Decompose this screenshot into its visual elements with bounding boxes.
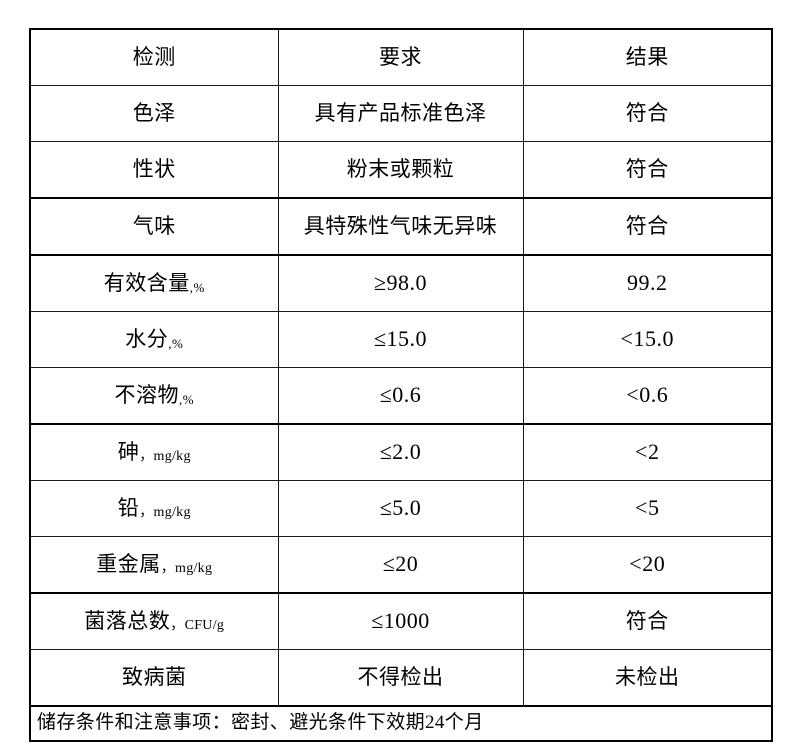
cell-requirement: ≤15.0: [277, 311, 524, 368]
cell-result: 符合: [522, 85, 773, 142]
cell-result: <20: [522, 536, 773, 594]
cell-item-unit: ，mg/kg: [139, 504, 191, 520]
cell-result: 99.2: [522, 254, 773, 312]
product-spec-table: 检测 要求 结果 色泽 具有产品标准色泽 符合 性状 粉末或颗粒 符合 气味 具…: [29, 28, 773, 742]
cell-item: 砷，mg/kg: [29, 423, 279, 481]
column-header-result: 结果: [522, 28, 773, 86]
cell-requirement: ≤1000: [277, 592, 524, 650]
cell-requirement: ≥98.0: [277, 254, 524, 312]
table-row: 重金属，mg/kg ≤20 <20: [29, 536, 773, 594]
column-header-item: 检测: [29, 28, 279, 86]
cell-item: 性状: [29, 141, 279, 199]
cell-item: 铅，mg/kg: [29, 480, 279, 537]
spec-table-container: 检测 要求 结果 色泽 具有产品标准色泽 符合 性状 粉末或颗粒 符合 气味 具…: [29, 28, 773, 742]
storage-conditions-note: 储存条件和注意事项：密封、避光条件下效期24个月: [29, 705, 773, 742]
cell-item: 气味: [29, 197, 279, 256]
cell-item-unit: ，mg/kg: [139, 448, 191, 464]
table-row: 色泽 具有产品标准色泽 符合: [29, 85, 773, 142]
cell-item: 致病菌: [29, 649, 279, 707]
cell-item: 色泽: [29, 85, 279, 142]
cell-item-unit: ,%: [168, 335, 184, 351]
cell-requirement: 不得检出: [277, 649, 524, 707]
table-row: 水分,% ≤15.0 <15.0: [29, 311, 773, 368]
table-header-row: 检测 要求 结果: [29, 28, 773, 86]
column-header-requirement: 要求: [277, 28, 524, 86]
cell-requirement: ≤5.0: [277, 480, 524, 537]
cell-result: <5: [522, 480, 773, 537]
table-row: 性状 粉末或颗粒 符合: [29, 141, 773, 199]
cell-item-unit: ,%: [178, 391, 195, 407]
table-row: 气味 具特殊性气味无异味 符合: [29, 197, 773, 256]
cell-item-unit: ，mg/kg: [160, 560, 213, 576]
table-row: 砷，mg/kg ≤2.0 <2: [29, 423, 773, 481]
cell-result: 符合: [522, 141, 773, 199]
spec-table-body: 检测 要求 结果 色泽 具有产品标准色泽 符合 性状 粉末或颗粒 符合 气味 具…: [29, 28, 773, 742]
cell-requirement: 粉末或颗粒: [277, 141, 524, 199]
table-row: 菌落总数，CFU/g ≤1000 符合: [29, 592, 773, 650]
cell-item: 不溶物,%: [29, 367, 279, 425]
cell-item-unit: ,%: [189, 279, 205, 295]
cell-item: 重金属，mg/kg: [29, 536, 279, 594]
cell-item: 水分,%: [29, 311, 279, 368]
cell-requirement: ≤20: [277, 536, 524, 594]
cell-item: 有效含量,%: [29, 254, 279, 312]
cell-result: <15.0: [522, 311, 773, 368]
cell-result: <0.6: [522, 367, 773, 425]
cell-result: <2: [522, 423, 773, 481]
cell-requirement: 具有产品标准色泽: [277, 85, 524, 142]
cell-item: 菌落总数，CFU/g: [29, 592, 279, 650]
table-row: 不溶物,% ≤0.6 <0.6: [29, 367, 773, 425]
cell-requirement: 具特殊性气味无异味: [277, 197, 524, 256]
table-footer-row: 储存条件和注意事项：密封、避光条件下效期24个月: [29, 705, 773, 742]
cell-requirement: ≤0.6: [277, 367, 524, 425]
cell-requirement: ≤2.0: [277, 423, 524, 481]
table-row: 有效含量,% ≥98.0 99.2: [29, 254, 773, 312]
cell-result: 符合: [522, 592, 773, 650]
table-row: 致病菌 不得检出 未检出: [29, 649, 773, 707]
cell-result: 未检出: [522, 649, 773, 707]
cell-result: 符合: [522, 197, 773, 256]
table-row: 铅，mg/kg ≤5.0 <5: [29, 480, 773, 537]
cell-item-unit: ，CFU/g: [170, 617, 225, 633]
